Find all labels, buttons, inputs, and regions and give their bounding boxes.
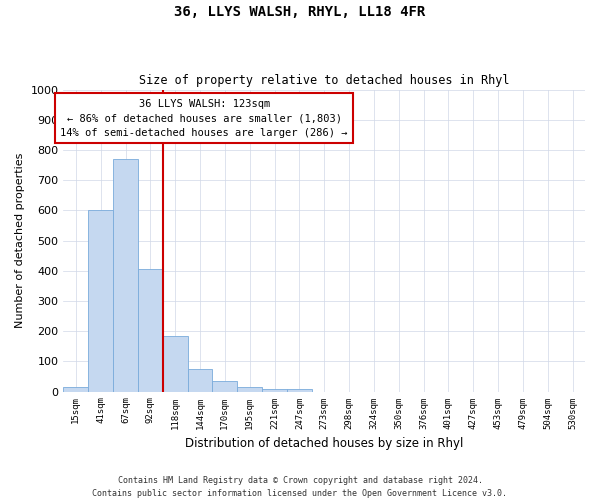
Bar: [262, 388, 287, 392]
Bar: [212, 381, 237, 392]
Text: Contains HM Land Registry data © Crown copyright and database right 2024.
Contai: Contains HM Land Registry data © Crown c…: [92, 476, 508, 498]
Text: 36 LLYS WALSH: 123sqm
← 86% of detached houses are smaller (1,803)
14% of semi-d: 36 LLYS WALSH: 123sqm ← 86% of detached …: [61, 98, 348, 138]
Bar: [163, 336, 188, 392]
Bar: [88, 210, 113, 392]
X-axis label: Distribution of detached houses by size in Rhyl: Distribution of detached houses by size …: [185, 437, 463, 450]
Y-axis label: Number of detached properties: Number of detached properties: [15, 153, 25, 328]
Bar: [287, 388, 312, 392]
Title: Size of property relative to detached houses in Rhyl: Size of property relative to detached ho…: [139, 74, 509, 87]
Bar: [138, 269, 163, 392]
Bar: [237, 387, 262, 392]
Bar: [113, 159, 138, 392]
Bar: [188, 369, 212, 392]
Bar: [64, 387, 88, 392]
Text: 36, LLYS WALSH, RHYL, LL18 4FR: 36, LLYS WALSH, RHYL, LL18 4FR: [175, 5, 425, 19]
